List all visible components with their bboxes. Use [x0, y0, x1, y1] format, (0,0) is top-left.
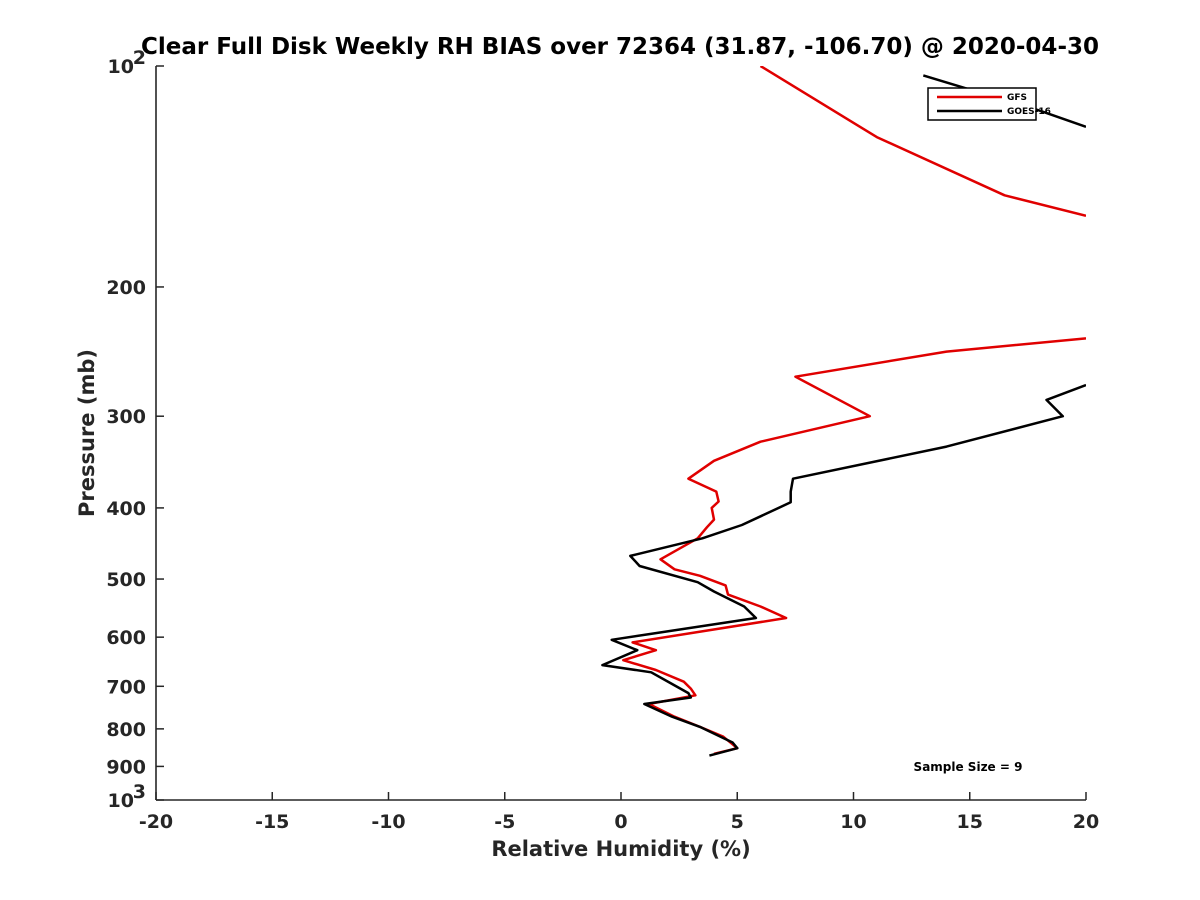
y-tick-label: 10	[108, 790, 134, 812]
y-tick-label: 10	[108, 56, 134, 78]
x-tick-label: 10	[840, 811, 866, 833]
sample-size-annotation: Sample Size = 9	[914, 760, 1023, 774]
legend-label-gfs: GFS	[1007, 93, 1027, 103]
legend: GFS GOES-16	[927, 87, 1051, 121]
legend-label-goes16: GOES-16	[1007, 107, 1051, 117]
y-tick-label: 600	[106, 627, 146, 649]
x-tick-label: -10	[371, 811, 405, 833]
y-tick-label: 900	[106, 756, 146, 778]
y-tick-label: 300	[106, 406, 146, 428]
x-tick-label: 0	[614, 811, 627, 833]
x-tick-label: 15	[957, 811, 983, 833]
x-tick-label: 20	[1073, 811, 1099, 833]
series-line-goes16-0	[922, 74, 1086, 128]
y-tick-label: 700	[106, 676, 146, 698]
legend-box	[927, 87, 1037, 121]
chart-title: Clear Full Disk Weekly RH BIAS over 7236…	[141, 34, 1099, 60]
x-tick-label: -5	[494, 811, 515, 833]
series-line-goes16-1	[601, 383, 1086, 757]
y-tick-exponent: 2	[133, 47, 146, 69]
y-tick-label: 500	[106, 569, 146, 591]
series-group	[601, 66, 1086, 757]
y-axis-label: Pressure (mb)	[75, 349, 99, 517]
x-tick-label: -15	[255, 811, 289, 833]
x-tick-label: -20	[139, 811, 173, 833]
x-axis-label: Relative Humidity (%)	[491, 837, 750, 861]
y-tick-label: 200	[106, 277, 146, 299]
y-tick-exponent: 3	[133, 781, 146, 803]
series-line-gfs-0	[759, 66, 1086, 218]
y-tick-label: 400	[106, 498, 146, 520]
x-ticks: -20 -15 -10 -5 0 5 10 15 20	[139, 792, 1099, 833]
x-tick-label: 5	[731, 811, 744, 833]
series-line-gfs-1	[622, 337, 1086, 756]
y-tick-label: 800	[106, 719, 146, 741]
